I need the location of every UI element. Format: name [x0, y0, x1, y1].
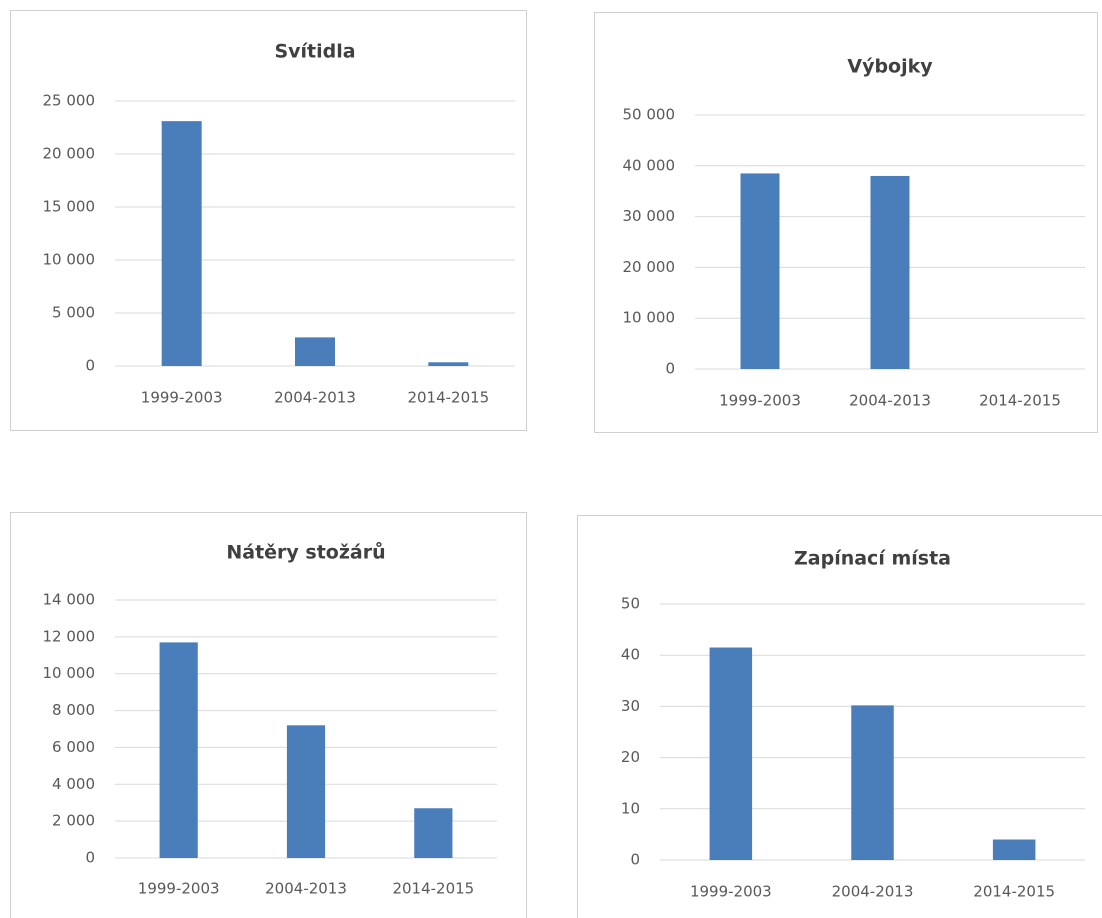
bar	[740, 173, 780, 369]
y-tick-label: 40	[621, 646, 640, 664]
y-tick-label: 10 000	[43, 664, 96, 682]
y-tick-label: 6 000	[52, 738, 95, 756]
y-tick-label: 2 000	[52, 812, 95, 830]
chart-frame	[10, 10, 527, 431]
bar	[161, 121, 202, 366]
x-tick-label: 2014-2015	[407, 389, 489, 407]
y-tick-label: 8 000	[52, 701, 95, 719]
y-tick-label: 50	[621, 595, 640, 613]
bar	[870, 175, 910, 369]
chart-title: Výbojky	[847, 56, 933, 78]
x-tick-label: 2004-2013	[265, 880, 347, 898]
bar	[851, 705, 894, 860]
bar	[428, 362, 469, 366]
bar	[286, 725, 326, 858]
x-tick-label: 2004-2013	[274, 389, 356, 407]
y-tick-label: 0	[630, 851, 640, 869]
y-tick-label: 5 000	[52, 304, 95, 322]
y-tick-label: 40 000	[623, 156, 676, 174]
bar	[159, 642, 198, 858]
y-tick-label: 20	[621, 748, 640, 766]
y-tick-label: 0	[85, 849, 95, 867]
bar	[709, 647, 753, 860]
y-tick-label: 14 000	[43, 591, 96, 609]
chart-frame	[594, 12, 1098, 433]
x-tick-label: 2004-2013	[832, 883, 914, 901]
y-tick-label: 25 000	[43, 92, 96, 110]
x-tick-label: 2014-2015	[973, 883, 1055, 901]
x-tick-label: 2014-2015	[392, 880, 474, 898]
bar	[295, 337, 335, 366]
x-tick-label: 1999-2003	[719, 392, 801, 410]
chart-title: Nátěry stožárů	[226, 541, 385, 564]
y-tick-label: 15 000	[43, 198, 96, 216]
y-tick-label: 30	[621, 697, 640, 715]
x-tick-label: 1999-2003	[690, 883, 772, 901]
x-tick-label: 1999-2003	[138, 880, 220, 898]
chart-title: Svítidla	[274, 41, 355, 63]
y-tick-label: 12 000	[43, 627, 96, 645]
bar	[992, 839, 1036, 860]
y-tick-label: 30 000	[623, 207, 676, 225]
y-tick-label: 0	[665, 360, 675, 378]
y-tick-label: 10 000	[43, 251, 96, 269]
x-tick-label: 1999-2003	[141, 389, 223, 407]
x-tick-label: 2014-2015	[979, 392, 1061, 410]
y-tick-label: 50 000	[623, 106, 676, 124]
y-tick-label: 0	[85, 357, 95, 375]
y-tick-label: 20 000	[623, 258, 676, 276]
x-tick-label: 2004-2013	[849, 392, 931, 410]
bar	[414, 808, 453, 858]
chart-title: Zapínací místa	[794, 548, 951, 570]
y-tick-label: 10	[621, 799, 640, 817]
y-tick-label: 20 000	[43, 145, 96, 163]
y-tick-label: 4 000	[52, 775, 95, 793]
y-tick-label: 10 000	[623, 309, 676, 327]
